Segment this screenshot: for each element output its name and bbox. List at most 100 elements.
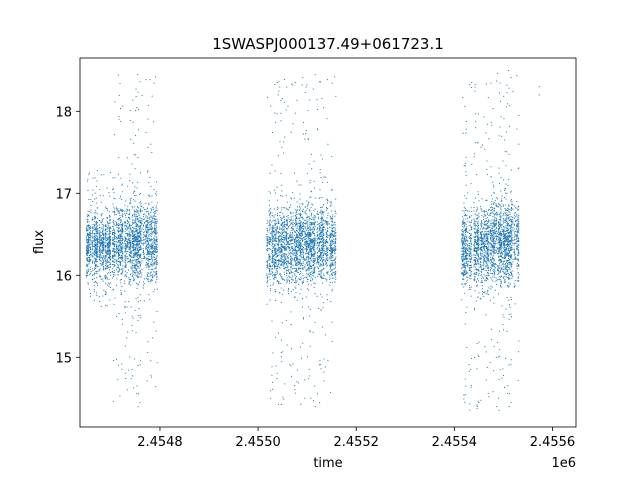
data-point [104, 276, 106, 278]
data-point [281, 233, 283, 235]
data-point [139, 253, 141, 255]
data-point [146, 275, 148, 277]
data-point [131, 206, 133, 208]
data-point [278, 232, 280, 234]
data-point [274, 219, 276, 221]
data-point [277, 332, 279, 334]
data-point [301, 216, 303, 218]
data-point [306, 262, 308, 264]
data-point [292, 254, 294, 256]
data-point [116, 210, 118, 212]
data-point [105, 263, 107, 265]
data-point [86, 276, 88, 278]
data-point [137, 223, 139, 225]
data-point [281, 361, 283, 363]
data-point [148, 244, 150, 246]
data-point [155, 229, 157, 231]
data-point [150, 279, 152, 281]
data-point [126, 272, 128, 274]
data-point [268, 225, 270, 227]
data-point [325, 231, 327, 233]
data-point [268, 259, 270, 261]
data-point [318, 273, 320, 275]
data-point [298, 264, 300, 266]
data-point [273, 230, 275, 232]
data-point [133, 250, 135, 252]
data-point [151, 261, 153, 263]
data-point [88, 249, 90, 251]
data-point [322, 241, 324, 243]
data-point [321, 269, 323, 271]
data-point [302, 267, 304, 269]
data-point [156, 247, 158, 249]
data-point [86, 239, 88, 241]
data-point [112, 225, 114, 227]
data-point [155, 233, 157, 235]
data-point [142, 225, 144, 227]
data-point [312, 278, 314, 280]
data-point [282, 246, 284, 248]
data-point [105, 233, 107, 235]
data-point [276, 244, 278, 246]
data-point [133, 277, 135, 279]
data-point [121, 208, 123, 210]
data-point [311, 248, 313, 250]
data-point [267, 276, 269, 278]
data-point [314, 258, 316, 260]
data-point [94, 269, 96, 271]
data-point [117, 379, 119, 381]
data-point [87, 230, 89, 232]
data-point [156, 220, 158, 222]
data-point [156, 243, 158, 245]
data-point [112, 243, 114, 245]
data-point [120, 240, 122, 242]
data-point [104, 259, 106, 261]
data-point [286, 260, 288, 262]
data-point [131, 234, 133, 236]
data-point [322, 181, 324, 183]
data-point [323, 238, 325, 240]
data-point [156, 218, 158, 220]
data-point [107, 209, 109, 211]
data-point [128, 246, 130, 248]
data-point [283, 273, 285, 275]
data-point [281, 256, 283, 258]
data-point [116, 209, 118, 211]
data-point [145, 242, 147, 244]
data-point [319, 256, 321, 258]
data-point [139, 225, 141, 227]
data-point [94, 232, 96, 234]
data-point [132, 231, 134, 233]
data-point [137, 219, 139, 221]
data-point [290, 269, 292, 271]
data-point [96, 282, 98, 284]
data-point [296, 299, 298, 301]
data-point [87, 257, 89, 259]
data-point [318, 250, 320, 252]
data-point [296, 258, 298, 260]
data-point [118, 231, 120, 233]
data-point [150, 223, 152, 225]
data-point [133, 279, 135, 281]
data-point [283, 279, 285, 281]
data-point [127, 232, 129, 234]
data-point [135, 217, 137, 219]
data-point [96, 253, 98, 255]
data-point [147, 239, 149, 241]
data-point [277, 251, 279, 253]
data-point [316, 244, 318, 246]
data-point [124, 258, 126, 260]
data-point [306, 278, 308, 280]
data-point [302, 244, 304, 246]
data-point [149, 227, 151, 229]
data-point [295, 269, 297, 271]
data-point [294, 247, 296, 249]
data-point [314, 268, 316, 270]
data-point [145, 264, 147, 266]
data-point [274, 266, 276, 268]
data-point [106, 216, 108, 218]
data-point [87, 259, 89, 261]
data-point [126, 235, 128, 237]
data-point [142, 218, 144, 220]
data-point [86, 265, 88, 267]
